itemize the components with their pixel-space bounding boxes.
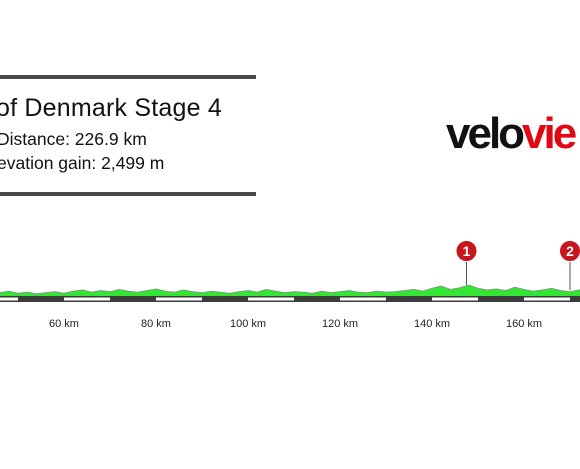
road-segment — [248, 297, 294, 301]
x-tick-label: 80 km — [141, 318, 171, 330]
road-segment — [432, 297, 478, 301]
road-segment — [64, 297, 110, 301]
road-segment — [156, 297, 202, 301]
road-segment — [0, 297, 18, 301]
distance-text: Distance: 226.9 km — [0, 129, 147, 149]
elevation-gain-text: evation gain: 2,499 m — [0, 153, 165, 173]
bottom-rule — [0, 192, 256, 196]
x-tick-label: 60 km — [49, 318, 79, 330]
x-tick-label: 120 km — [322, 318, 358, 330]
road-segment — [340, 297, 386, 301]
climb-marker-label: 1 — [463, 243, 471, 259]
climb-marker — [559, 240, 580, 262]
logo-part-velo: velo — [446, 109, 525, 158]
climb-marker — [455, 240, 478, 262]
top-rule — [0, 75, 256, 79]
climb-marker-label: 2 — [566, 243, 574, 259]
profile-line — [0, 284, 580, 295]
x-tick-label: 140 km — [414, 318, 450, 330]
logo-part-vie: vie — [522, 109, 577, 158]
x-tick-label: 160 km — [506, 318, 542, 330]
stage-title: of Denmark Stage 4 — [0, 94, 222, 122]
road-segment — [524, 297, 570, 301]
velovie-logo: velovie — [446, 109, 577, 158]
x-tick-label: 100 km — [230, 318, 266, 330]
terrain-area — [0, 285, 580, 296]
